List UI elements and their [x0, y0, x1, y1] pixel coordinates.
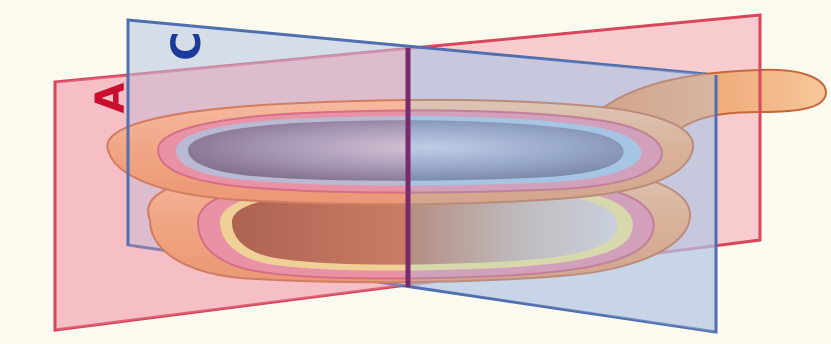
plane-a-label: A [88, 82, 134, 113]
lower-cavity [232, 190, 618, 265]
plane-a-front [55, 48, 408, 330]
plane-c-front [408, 48, 716, 332]
plane-c-label: C [164, 31, 210, 60]
